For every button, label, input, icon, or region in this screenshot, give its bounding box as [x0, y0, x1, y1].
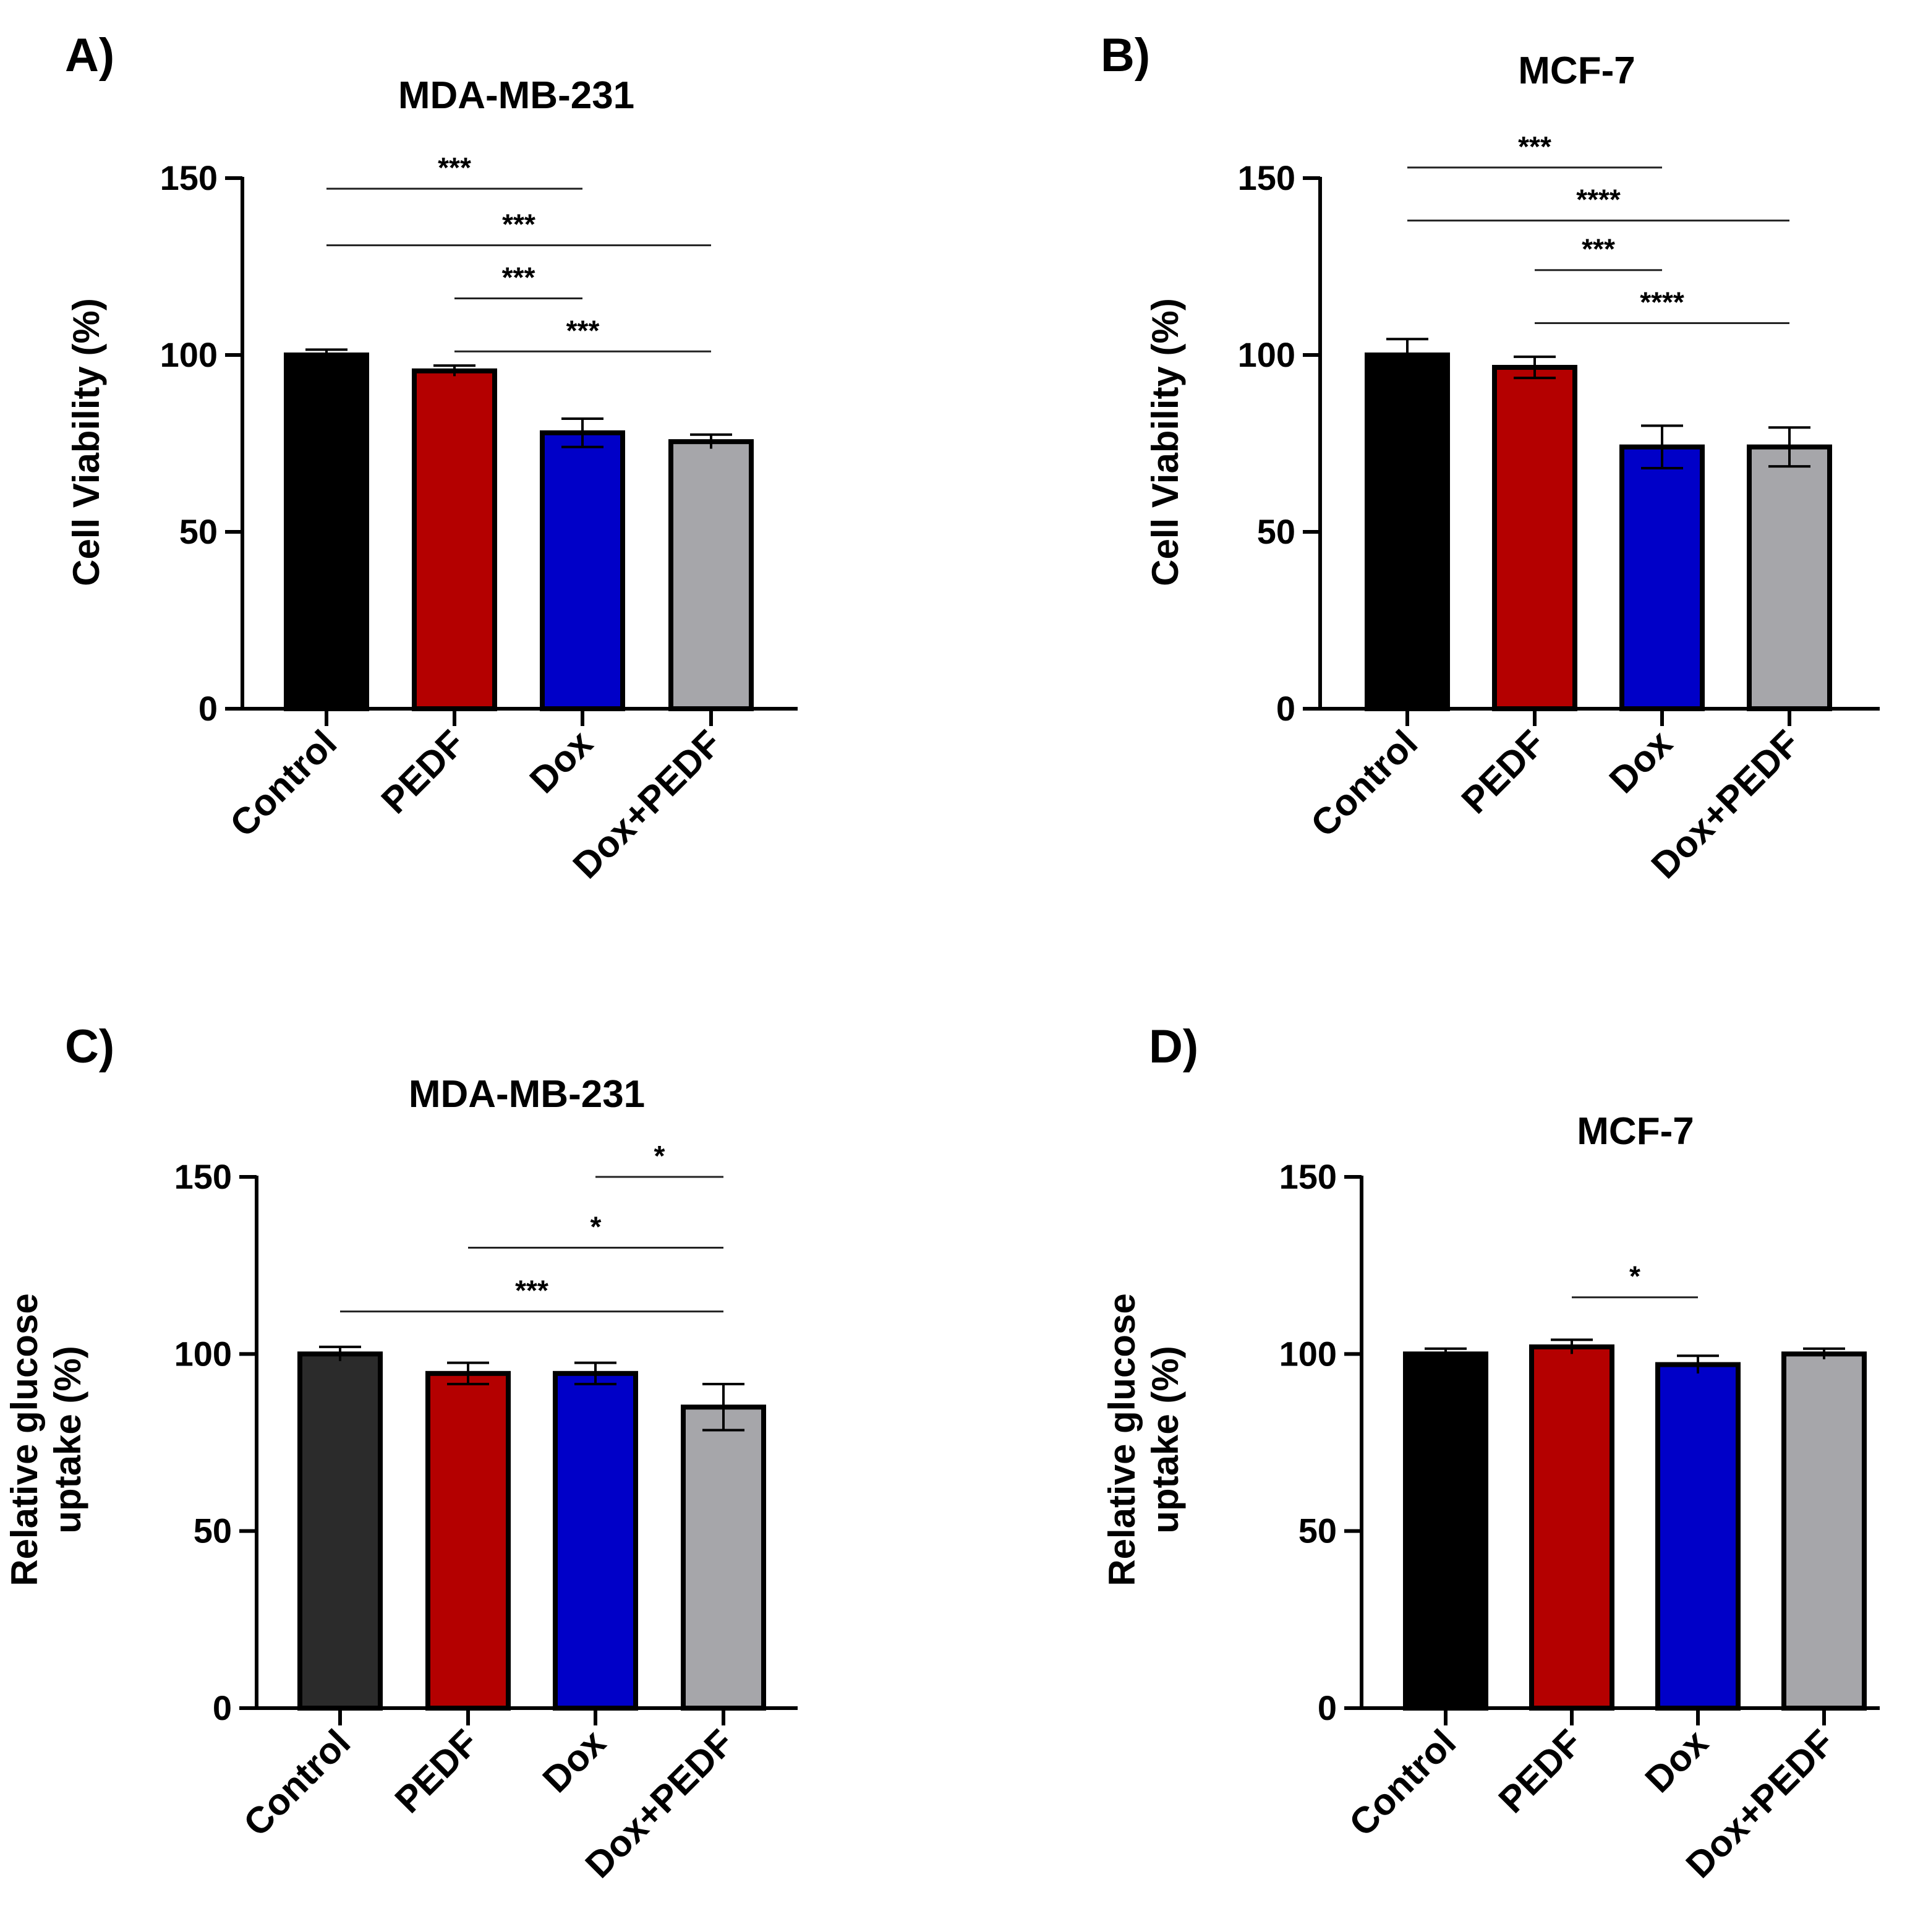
x-tick-label: Dox	[1637, 1722, 1716, 1801]
y-axis-label: Cell Viability (%)	[66, 298, 107, 586]
y-tick-label: 150	[160, 158, 218, 197]
y-tick-label: 150	[174, 1157, 232, 1196]
x-tick-label: Control	[222, 722, 344, 845]
significance-label: ***	[502, 261, 535, 293]
chart-panel-a: A) MDA-MB-231 Cell Viability (%) 0 50 100 150 C…	[65, 29, 798, 886]
bar-control	[1403, 1351, 1488, 1711]
y-axis-label: Cell Viability (%)	[1145, 298, 1186, 586]
panel-letter: C)	[65, 1020, 114, 1073]
y-axis-label: Relative glucose	[4, 1293, 45, 1586]
significance-label: ****	[1640, 286, 1684, 318]
bar-dox	[1619, 444, 1705, 711]
significance-label: ***	[438, 152, 471, 184]
chart-panel-d: D) MCF-7 Relative glucose uptake (%) 0 50 100 1…	[1101, 1020, 1880, 1886]
y-tick-label: 50	[1257, 512, 1295, 551]
bar-control	[284, 353, 369, 711]
significance-label: ***	[502, 208, 535, 241]
y-tick-label: 0	[198, 689, 218, 728]
significance-label: ****	[1576, 184, 1621, 216]
panel-letter: B)	[1101, 29, 1150, 82]
bar-dox	[1655, 1362, 1741, 1711]
chart-title: MDA-MB-231	[398, 74, 634, 117]
bar-dox	[553, 1370, 638, 1711]
significance-label: *	[654, 1140, 665, 1172]
bar-dox-pedf	[1747, 444, 1832, 711]
y-tick-label: 50	[1298, 1511, 1337, 1550]
y-tick-label: 100	[174, 1334, 232, 1373]
bar-dox-pedf	[681, 1404, 766, 1711]
bar-pedf	[425, 1370, 511, 1711]
x-tick-label: PEDF	[387, 1722, 487, 1821]
significance-label: ***	[1518, 130, 1551, 163]
y-tick-label: 100	[160, 335, 218, 374]
y-tick-label: 0	[1318, 1688, 1337, 1727]
significance-label: ***	[515, 1275, 548, 1307]
y-axis-label: uptake (%)	[1145, 1346, 1186, 1533]
significance-label: *	[591, 1211, 602, 1243]
x-tick-label: Dox	[535, 1722, 614, 1801]
y-tick-label: 0	[213, 1688, 232, 1727]
y-tick-label: 50	[179, 512, 218, 551]
y-tick-label: 100	[1238, 335, 1295, 374]
y-axis-label: Relative glucose	[1101, 1293, 1143, 1586]
y-tick-label: 150	[1238, 158, 1295, 197]
significance-label: *	[1629, 1260, 1640, 1293]
y-tick-label: 100	[1279, 1334, 1337, 1373]
chart-title: MDA-MB-231	[409, 1073, 645, 1116]
x-tick-label: PEDF	[1454, 722, 1553, 822]
panel-letter: D)	[1149, 1020, 1198, 1073]
bar-pedf	[1492, 365, 1577, 711]
chart-panel-b: B) MCF-7 Cell Viability (%) 0 50 100 150 Contro…	[1101, 29, 1880, 886]
chart-title: MCF-7	[1577, 1110, 1694, 1153]
x-tick-label: Control	[236, 1722, 358, 1844]
chart-panel-c: C) MDA-MB-231 Relative glucose uptake (%) 0 5…	[4, 1020, 798, 1886]
x-tick-label: Dox	[1601, 722, 1681, 801]
x-tick-label: PEDF	[1491, 1722, 1590, 1821]
bar-dox-pedf	[1781, 1351, 1867, 1711]
x-tick-label: Control	[1303, 722, 1425, 845]
x-tick-label: Control	[1341, 1722, 1464, 1844]
x-tick-label: PEDF	[373, 722, 473, 822]
y-tick-label: 50	[194, 1511, 232, 1550]
bar-pedf	[412, 368, 497, 711]
bar-dox	[540, 430, 625, 712]
bar-control	[297, 1351, 383, 1711]
x-tick-label: Dox	[522, 722, 601, 801]
bar-pedf	[1529, 1344, 1614, 1711]
y-tick-label: 0	[1276, 689, 1295, 728]
panel-letter: A)	[65, 29, 114, 82]
chart-title: MCF-7	[1518, 49, 1635, 92]
significance-label: ***	[566, 314, 600, 346]
y-axis-label: uptake (%)	[47, 1346, 88, 1533]
bar-control	[1365, 353, 1450, 711]
significance-label: ***	[1582, 233, 1615, 265]
y-tick-label: 150	[1279, 1157, 1337, 1196]
bar-dox-pedf	[668, 439, 754, 711]
